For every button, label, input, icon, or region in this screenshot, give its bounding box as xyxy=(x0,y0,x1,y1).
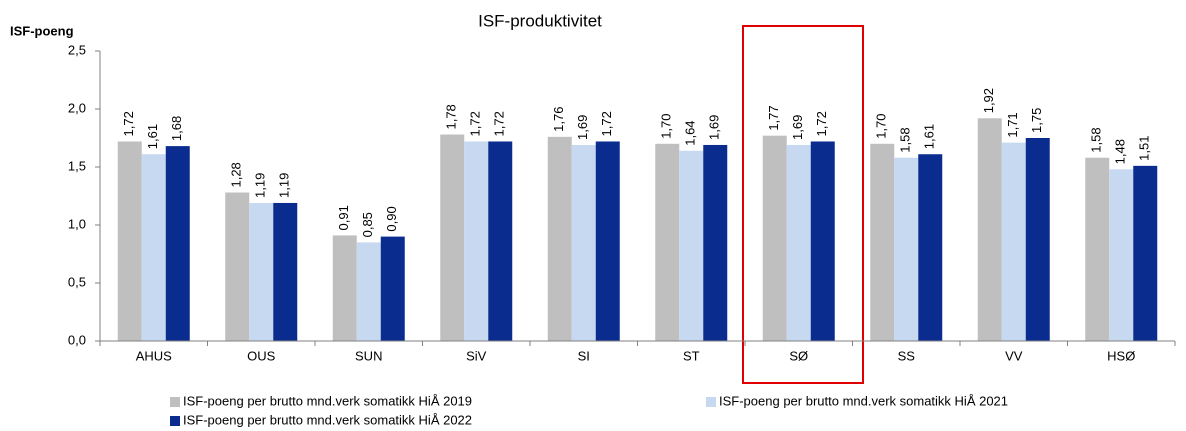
bar xyxy=(977,118,1002,341)
bar xyxy=(655,143,680,341)
value-label: 1,51 xyxy=(1137,136,1152,161)
y-tick-label: 1,5 xyxy=(68,158,86,173)
bar xyxy=(225,192,250,341)
x-tick-label: OUS xyxy=(247,348,276,363)
value-label: 1,69 xyxy=(790,115,805,140)
value-label: 1,48 xyxy=(1113,139,1128,164)
value-label: 1,19 xyxy=(253,173,268,198)
bar xyxy=(918,154,943,341)
y-tick-label: 0,5 xyxy=(68,274,86,289)
highlight-box xyxy=(742,25,864,384)
x-tick-label: HSØ xyxy=(1107,348,1135,363)
bar xyxy=(440,134,465,341)
value-label: 1,71 xyxy=(1005,112,1020,137)
chart-title: ISF-produktivitet xyxy=(478,11,602,30)
bar xyxy=(703,144,728,341)
bar xyxy=(679,150,704,341)
y-tick-label: 2,0 xyxy=(68,100,86,115)
bar xyxy=(141,154,166,341)
value-label: 1,77 xyxy=(766,105,781,130)
x-tick-label: AHUS xyxy=(136,348,172,363)
legend-label: ISF-poeng per brutto mnd.verk somatikk H… xyxy=(183,393,472,408)
y-tick-label: 2,5 xyxy=(68,42,86,57)
x-tick-label: SI xyxy=(578,348,590,363)
value-label: 1,92 xyxy=(981,88,996,113)
bar xyxy=(786,144,811,341)
bar xyxy=(762,135,787,341)
x-tick-label: SØ xyxy=(789,348,808,363)
value-label: 1,72 xyxy=(121,111,136,136)
bar xyxy=(1109,169,1134,341)
value-label: 1,58 xyxy=(898,127,913,152)
bar xyxy=(356,242,381,341)
bar xyxy=(332,235,357,341)
value-label: 1,69 xyxy=(575,115,590,140)
value-label: 1,58 xyxy=(1089,127,1104,152)
value-label: 1,61 xyxy=(145,124,160,149)
bar xyxy=(1085,157,1110,341)
value-label: 1,19 xyxy=(277,173,292,198)
value-label: 1,28 xyxy=(229,162,244,187)
bar xyxy=(249,202,274,341)
bar xyxy=(1025,138,1050,341)
legend-swatch xyxy=(170,397,180,407)
x-tick-label: VV xyxy=(1005,348,1023,363)
value-label: 1,75 xyxy=(1029,108,1044,133)
value-label: 0,90 xyxy=(384,206,399,231)
bar xyxy=(273,202,298,341)
value-label: 0,91 xyxy=(336,205,351,230)
bar xyxy=(117,141,142,341)
x-tick-label: ST xyxy=(683,348,700,363)
bar xyxy=(595,141,620,341)
bar xyxy=(488,141,513,341)
bar xyxy=(870,143,895,341)
value-label: 1,64 xyxy=(683,120,698,145)
bar xyxy=(380,236,405,341)
value-label: 1,69 xyxy=(707,115,722,140)
value-label: 1,72 xyxy=(468,111,483,136)
y-tick-label: 1,0 xyxy=(68,216,86,231)
x-tick-label: SiV xyxy=(466,348,487,363)
value-label: 1,70 xyxy=(874,113,889,138)
bar xyxy=(810,141,835,341)
bar xyxy=(1001,142,1026,341)
bar xyxy=(1133,165,1158,341)
bar xyxy=(547,136,572,341)
value-label: 1,76 xyxy=(551,107,566,132)
y-axis-label: ISF-poeng xyxy=(10,23,74,38)
value-label: 1,72 xyxy=(599,111,614,136)
legend-swatch xyxy=(170,416,180,426)
value-label: 0,85 xyxy=(360,212,375,237)
bar xyxy=(571,144,596,341)
value-label: 1,72 xyxy=(814,111,829,136)
legend-swatch xyxy=(706,397,716,407)
bar xyxy=(165,146,190,341)
value-label: 1,72 xyxy=(492,111,507,136)
bar xyxy=(894,157,919,341)
x-tick-label: SUN xyxy=(355,348,382,363)
legend-label: ISF-poeng per brutto mnd.verk somatikk H… xyxy=(183,412,472,427)
value-label: 1,61 xyxy=(922,124,937,149)
value-label: 1,70 xyxy=(659,113,674,138)
legend-label: ISF-poeng per brutto mnd.verk somatikk H… xyxy=(719,393,1008,408)
value-label: 1,68 xyxy=(169,116,184,141)
bar xyxy=(464,141,489,341)
value-label: 1,78 xyxy=(444,104,459,129)
y-tick-label: 0,0 xyxy=(68,332,86,347)
x-tick-label: SS xyxy=(898,348,916,363)
